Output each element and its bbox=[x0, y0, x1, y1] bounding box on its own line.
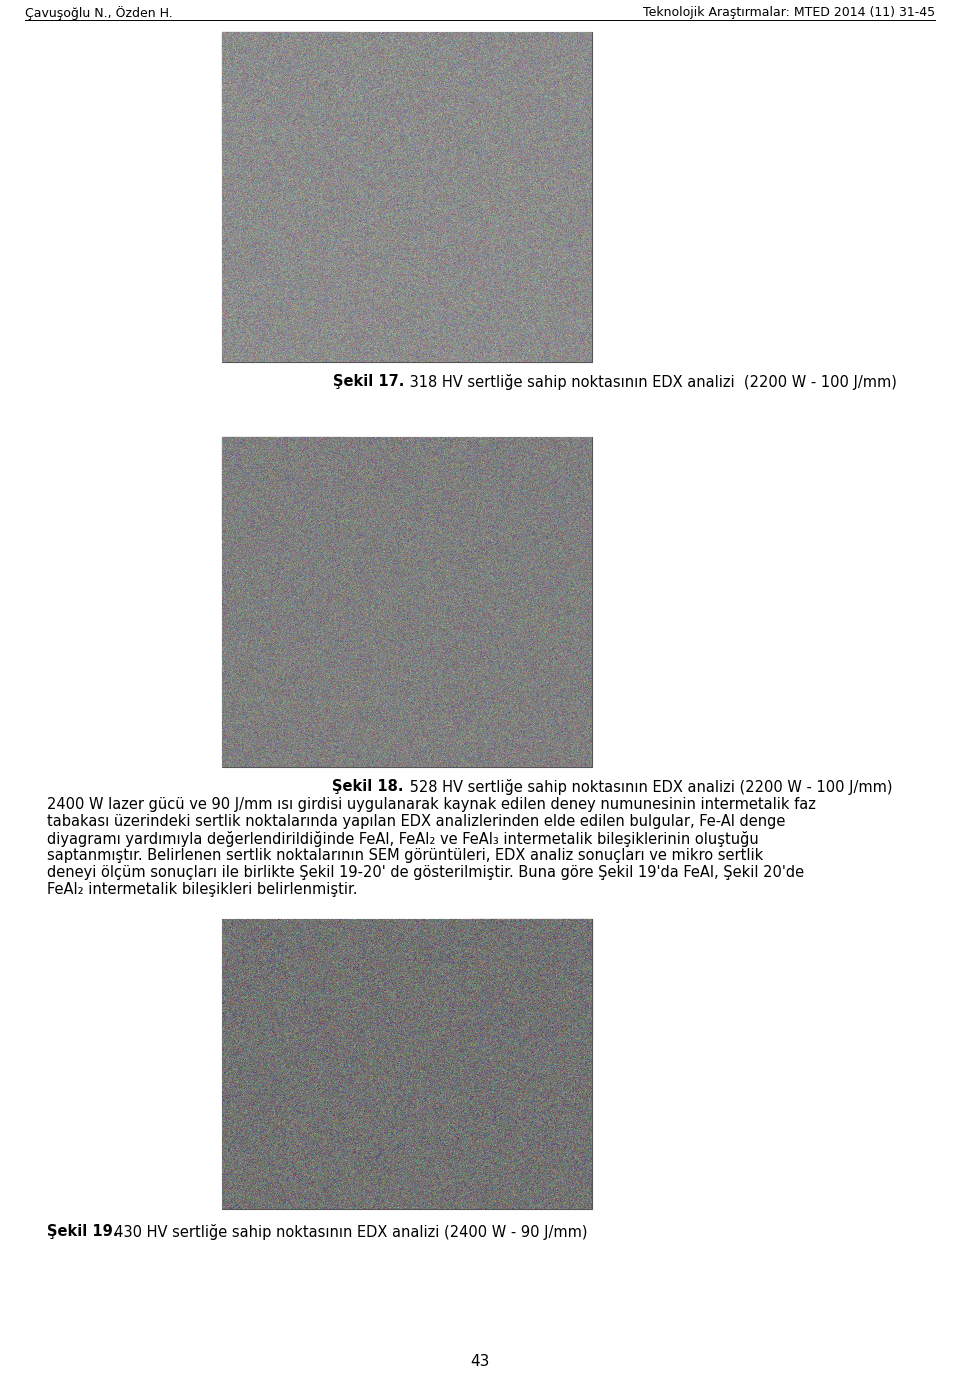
Text: Al: Al bbox=[243, 474, 253, 484]
Text: 100.00: 100.00 bbox=[291, 526, 330, 536]
Text: Mg: Mg bbox=[240, 103, 256, 114]
Text: Teknolojik Araştırmalar: MTED 2014 (11) 31-45: Teknolojik Araştırmalar: MTED 2014 (11) … bbox=[643, 6, 935, 19]
Text: 2400 W lazer gücü ve 90 J/mm ısı girdisi uygulanarak kaynak edilen deney numunes: 2400 W lazer gücü ve 90 J/mm ısı girdisi… bbox=[47, 797, 816, 812]
Text: diyagramı yardımıyla değerlendirildiğinde FeAl, FeAl₂ ve FeAl₃ intermetalik bile: diyagramı yardımıyla değerlendirildiğind… bbox=[47, 830, 758, 847]
Text: Fe: Fe bbox=[489, 1007, 501, 1017]
Text: 84.829: 84.829 bbox=[291, 70, 330, 79]
Text: 0.63: 0.63 bbox=[543, 957, 568, 967]
Text: Şekil 18.: Şekil 18. bbox=[332, 779, 404, 794]
Text: C: C bbox=[244, 53, 252, 63]
Text: Çavuşoğlu N., Özden H.: Çavuşoğlu N., Özden H. bbox=[25, 6, 173, 19]
Text: 66.565: 66.565 bbox=[291, 458, 330, 467]
Text: Şekil 19.: Şekil 19. bbox=[47, 1224, 118, 1239]
Text: saptanmıştır. Belirlenen sertlik noktalarının SEM görüntüleri, EDX analiz sonuçl: saptanmıştır. Belirlenen sertlik noktala… bbox=[47, 849, 763, 862]
Bar bbox=[222, 437, 592, 766]
Text: % Weight: % Weight bbox=[281, 441, 340, 451]
Bar bbox=[377, 234, 399, 273]
Text: Mg: Mg bbox=[487, 957, 503, 967]
Text: Al: Al bbox=[243, 86, 253, 96]
Text: % Weight: % Weight bbox=[526, 922, 586, 932]
Text: % Weight: % Weight bbox=[281, 36, 340, 46]
Text: 430 HV sertliğe sahip noktasının EDX analizi (2400 W - 90 J/mm): 430 HV sertliğe sahip noktasının EDX ana… bbox=[105, 1224, 588, 1239]
Bar bbox=[222, 334, 592, 362]
Text: 0.43: 0.43 bbox=[543, 990, 568, 1000]
Text: FeAl₂ intermetalik bileşikleri belirlenmiştir.: FeAl₂ intermetalik bileşikleri belirlenm… bbox=[47, 882, 357, 897]
Text: Element: Element bbox=[223, 441, 274, 451]
Text: 0.347: 0.347 bbox=[295, 491, 326, 502]
Text: 13.302: 13.302 bbox=[291, 86, 330, 96]
Text: 0.291: 0.291 bbox=[295, 121, 326, 131]
Text: 21.84: 21.84 bbox=[540, 974, 572, 983]
Text: 528 HV sertliğe sahip noktasının EDX analizi (2200 W - 100 J/mm): 528 HV sertliğe sahip noktasının EDX ana… bbox=[405, 779, 893, 796]
Text: Acc.V  Spot Magn    Det  WD  ├─────┤  20 μm: Acc.V Spot Magn Det WD ├─────┤ 20 μm bbox=[288, 1181, 525, 1193]
Bar bbox=[470, 919, 592, 1038]
Text: Si: Si bbox=[243, 121, 253, 131]
Bar bbox=[222, 739, 592, 766]
Text: deneyi ölçüm sonuçları ile birlikte Şekil 19-20' de gösterilmiştir. Buna göre Şe: deneyi ölçüm sonuçları ile birlikte Şeki… bbox=[47, 865, 804, 881]
Text: 76.14: 76.14 bbox=[540, 1007, 572, 1017]
Text: Element: Element bbox=[223, 36, 274, 46]
Bar bbox=[222, 1177, 592, 1209]
Text: Fe: Fe bbox=[242, 458, 254, 467]
Text: 0.167: 0.167 bbox=[295, 509, 326, 519]
Text: 20kV      X1,000     10μm       13 45 SEI: 20kV X1,000 10μm 13 45 SEI bbox=[269, 748, 545, 758]
Bar bbox=[222, 437, 347, 538]
Text: Şekil 17.: Şekil 17. bbox=[332, 374, 404, 389]
Text: 528 HV$_{0.1}$: 528 HV$_{0.1}$ bbox=[247, 637, 324, 657]
Text: tabakası üzerindeki sertlik noktalarında yapılan EDX analizlerinden elde edilen : tabakası üzerindeki sertlik noktalarında… bbox=[47, 814, 785, 829]
Text: Element: Element bbox=[469, 922, 520, 932]
Text: 318 HV$_{0.1}$: 318 HV$_{0.1}$ bbox=[247, 238, 324, 256]
Text: 430 HV$_{0.1}$: 430 HV$_{0.1}$ bbox=[362, 1114, 439, 1134]
Text: 20kV      X1,000     10μm       13 45 SEI: 20kV X1,000 10μm 13 45 SEI bbox=[269, 344, 545, 353]
Text: 100.00: 100.00 bbox=[291, 138, 330, 147]
Bar bbox=[222, 32, 347, 152]
Text: 318 HV sertliğe sahip noktasının EDX analizi  (2200 W - 100 J/mm): 318 HV sertliğe sahip noktasının EDX ana… bbox=[405, 374, 897, 389]
Text: 32.921: 32.921 bbox=[291, 474, 330, 484]
Bar bbox=[222, 919, 592, 1209]
Text: Al: Al bbox=[490, 974, 500, 983]
Text: Si: Si bbox=[490, 990, 500, 1000]
Text: Mg: Mg bbox=[240, 491, 256, 502]
Bar bbox=[342, 1079, 360, 1109]
Text: 1.417: 1.417 bbox=[295, 53, 326, 63]
Bar bbox=[352, 632, 372, 668]
Text: Total: Total bbox=[235, 526, 261, 536]
Text: Total: Total bbox=[482, 1025, 508, 1035]
Text: 20.0 kV  4.0   800x    BSE 5.1  İYTEMAM: 20.0 kV 4.0 800x BSE 5.1 İYTEMAM bbox=[305, 1195, 509, 1205]
Bar bbox=[222, 32, 592, 362]
Text: Si: Si bbox=[243, 509, 253, 519]
Text: Cu: Cu bbox=[488, 939, 502, 950]
Text: 100.00: 100.00 bbox=[537, 1025, 575, 1035]
Text: Total: Total bbox=[235, 138, 261, 147]
Text: 0.96: 0.96 bbox=[543, 939, 568, 950]
Text: 43: 43 bbox=[470, 1353, 490, 1369]
Text: 0.161: 0.161 bbox=[295, 103, 326, 114]
Text: Fe: Fe bbox=[242, 70, 254, 79]
